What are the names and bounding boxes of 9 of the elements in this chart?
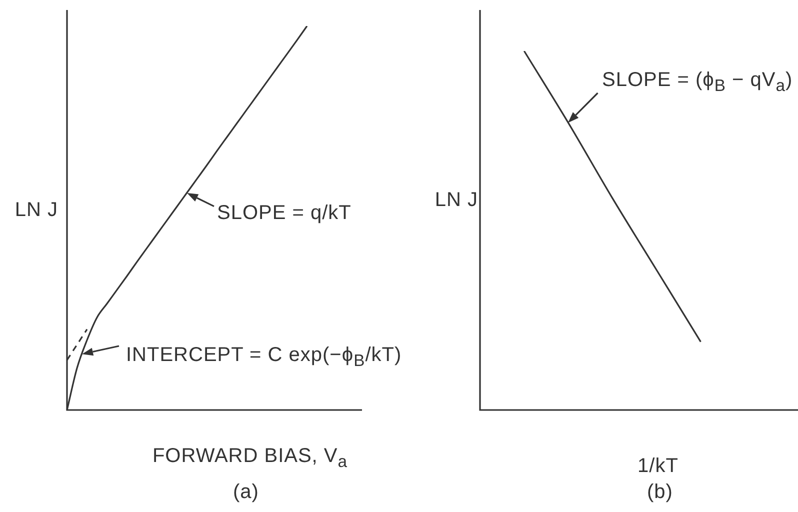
x-axis-title: FORWARD BIAS, V$_{a}$ bbox=[152, 444, 348, 472]
text: (b) bbox=[647, 481, 673, 503]
text: (a) bbox=[233, 481, 259, 503]
annotation: SLOPE = (ϕ$_{B}$ − qV$_{a}$) bbox=[602, 68, 793, 96]
annotation: SLOPE = q/kT bbox=[217, 202, 352, 224]
x-axis-title: 1/kT bbox=[638, 455, 678, 477]
annotation: INTERCEPT = C exp(−ϕ$_{B}$/kT) bbox=[126, 344, 402, 370]
y-axis-title: LN J bbox=[434, 189, 478, 211]
y-axis-title: LN J bbox=[14, 199, 58, 221]
